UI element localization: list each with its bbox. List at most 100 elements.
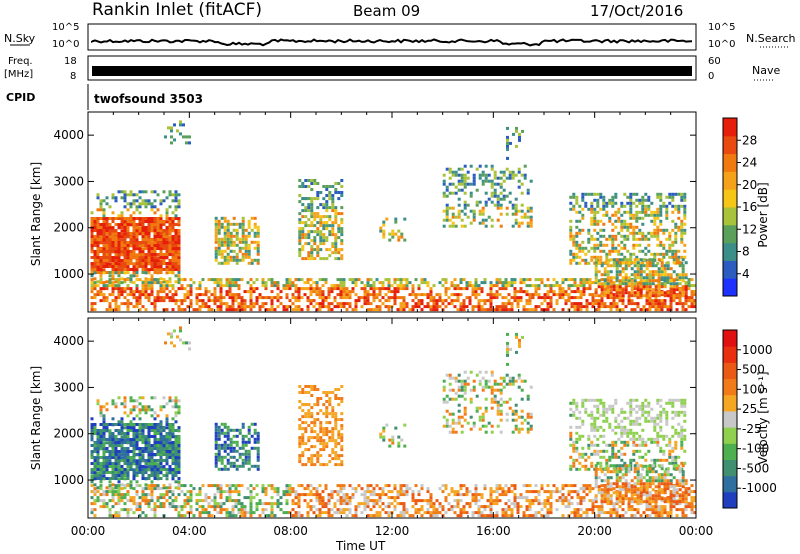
velocity-cell	[150, 493, 154, 497]
power-cell	[627, 291, 631, 295]
power-cell	[672, 279, 676, 283]
power-cell	[223, 258, 227, 262]
power-cell	[93, 262, 97, 266]
power-cell	[460, 224, 464, 228]
power-cell	[603, 279, 607, 283]
power-cell	[472, 212, 476, 216]
power-cell	[132, 193, 136, 197]
velocity-cell	[156, 432, 160, 435]
power-cell	[489, 308, 493, 312]
velocity-cell	[108, 444, 112, 448]
power-cell	[334, 218, 338, 222]
power-cell	[330, 287, 334, 291]
velocity-cell	[276, 502, 280, 506]
power-cell	[177, 281, 181, 285]
velocity-cell	[153, 484, 157, 488]
power-cell	[135, 232, 139, 235]
velocity-cell	[108, 456, 112, 460]
power-cell	[648, 261, 652, 265]
power-cell	[629, 213, 633, 217]
power-cell	[108, 229, 112, 233]
power-cell	[189, 284, 193, 288]
power-cell	[654, 279, 658, 283]
power-cell	[587, 249, 591, 253]
velocity-cell	[414, 499, 418, 503]
velocity-cell	[102, 414, 106, 418]
velocity-cell	[153, 471, 157, 474]
power-cell	[90, 302, 94, 306]
power-cell	[484, 179, 488, 183]
velocity-cell	[135, 480, 139, 484]
velocity-cell	[129, 420, 133, 424]
power-cell	[228, 290, 232, 294]
power-cell	[666, 305, 670, 309]
power-cell	[605, 210, 609, 214]
velocity-cell	[135, 459, 139, 463]
power-cell	[90, 265, 94, 268]
power-cell	[602, 228, 606, 232]
velocity-cell	[93, 426, 97, 429]
power-cell	[564, 293, 568, 297]
power-cell	[451, 170, 455, 174]
velocity-cell	[144, 447, 148, 451]
velocity-cell	[135, 414, 139, 418]
power-cell	[301, 236, 305, 240]
power-cell	[171, 308, 175, 312]
power-cell	[138, 196, 142, 200]
power-cell	[141, 226, 145, 229]
velocity-cell	[126, 438, 130, 441]
velocity-cell	[288, 493, 292, 497]
power-cell	[642, 258, 646, 262]
power-cell	[630, 261, 634, 265]
power-cell	[105, 253, 109, 256]
power-cell	[591, 281, 595, 285]
power-cell	[573, 296, 577, 300]
power-cell	[174, 238, 178, 241]
velocity-cell	[102, 465, 106, 468]
velocity-cell	[330, 508, 334, 512]
velocity-cell	[165, 414, 169, 418]
velocity-cell	[459, 511, 463, 515]
power-cell	[438, 296, 442, 300]
power-cell	[677, 258, 681, 262]
power-cell	[521, 129, 524, 133]
power-cell	[93, 259, 97, 262]
velocity-cell	[177, 514, 181, 518]
power-cell	[159, 241, 163, 244]
power-cell	[102, 284, 106, 288]
velocity-cell	[99, 487, 103, 491]
power-cell	[135, 238, 139, 242]
velocity-cell	[483, 514, 487, 518]
velocity-cell	[117, 456, 121, 459]
power-cell	[120, 241, 124, 244]
power-cell	[630, 273, 634, 277]
power-cell	[606, 278, 610, 282]
power-cell	[546, 305, 550, 309]
power-cell	[675, 285, 679, 289]
power-cell	[677, 207, 681, 211]
power-cell	[641, 234, 645, 238]
power-cell	[147, 296, 151, 300]
power-cell	[499, 224, 503, 228]
power-cell	[331, 251, 335, 255]
velocity-cell	[207, 484, 211, 488]
power-cell	[549, 305, 553, 309]
power-cell	[334, 212, 338, 216]
velocity-cell	[297, 493, 301, 497]
power-cell	[502, 197, 506, 201]
velocity-cell	[204, 493, 208, 497]
velocity-cell	[96, 456, 100, 459]
velocity-cell	[138, 396, 142, 400]
power-cell	[171, 229, 175, 233]
power-cell	[638, 201, 642, 205]
power-cell	[102, 214, 106, 218]
velocity-cell	[180, 484, 184, 488]
power-cell	[174, 274, 178, 278]
velocity-cell	[246, 496, 250, 500]
velocity-cell	[132, 435, 136, 438]
power-cell	[150, 265, 154, 268]
velocity-cell	[234, 487, 238, 491]
freq-left-bottom-tick: 8	[70, 71, 76, 82]
power-cell	[217, 246, 221, 250]
power-cell	[156, 232, 160, 235]
